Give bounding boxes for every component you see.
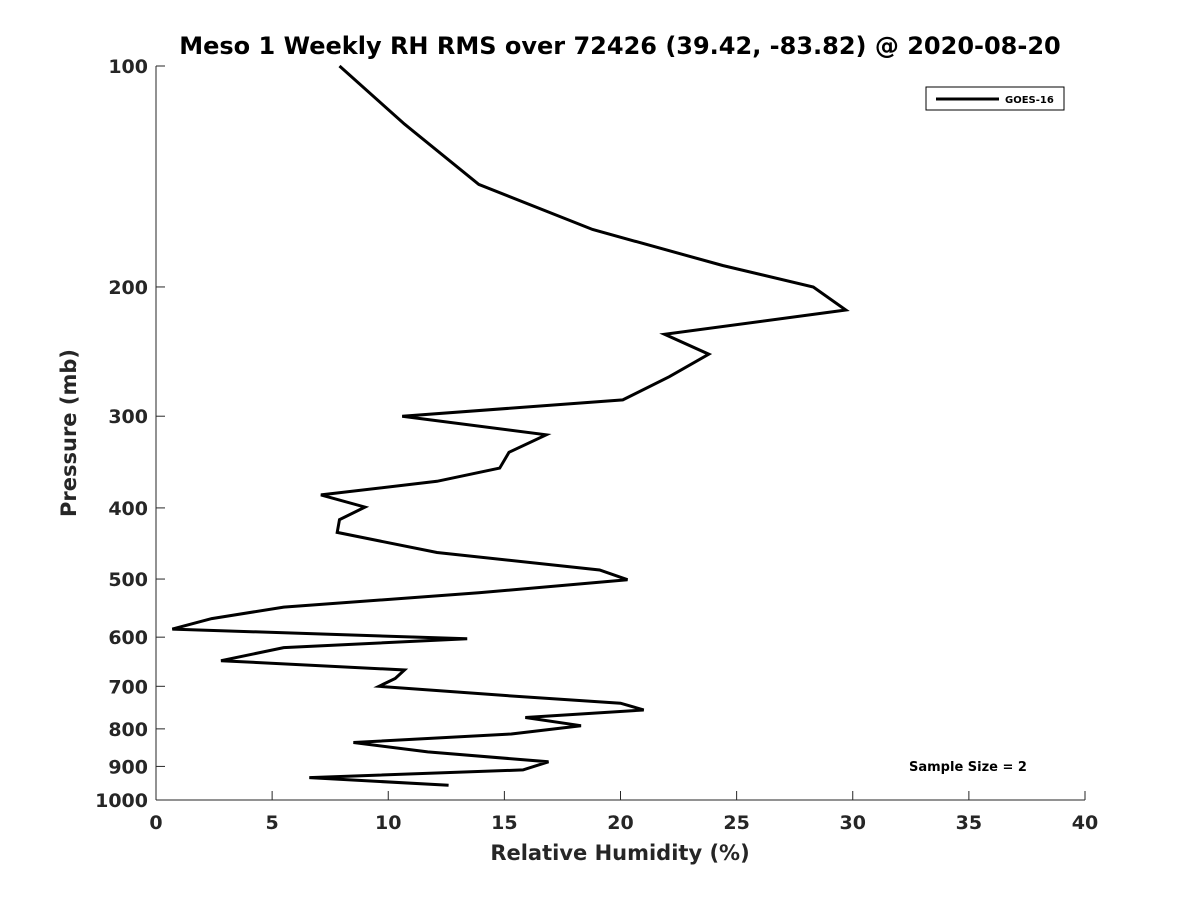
x-axis-label: Relative Humidity (%) — [490, 841, 749, 865]
x-tick-label: 40 — [1072, 812, 1098, 834]
y-tick-label: 100 — [108, 56, 148, 78]
legend: GOES-16 — [925, 86, 1065, 111]
sample-size-annotation: Sample Size = 2 — [909, 760, 1027, 775]
y-tick-label: 700 — [108, 676, 148, 698]
y-tick-label: 400 — [108, 498, 148, 520]
y-tick-label: 300 — [108, 406, 148, 428]
legend-label-goes16: GOES-16 — [1005, 95, 1054, 106]
axes — [155, 66, 1085, 801]
x-tick-label: 20 — [607, 812, 633, 834]
y-tick-label: 1000 — [95, 790, 148, 812]
y-tick-label: 900 — [108, 756, 148, 778]
y-tick-label: 200 — [108, 277, 148, 299]
x-tick-label: 35 — [956, 812, 982, 834]
series-line-goes16 — [171, 64, 850, 787]
y-axis-label: Pressure (mb) — [57, 349, 81, 517]
x-tick-label: 15 — [491, 812, 517, 834]
y-tick-label: 500 — [108, 569, 148, 591]
x-tick-label: 30 — [840, 812, 866, 834]
x-ticks: 0 5 10 15 20 25 30 35 40 — [149, 791, 1098, 834]
y-ticks: 100 200 300 400 500 600 700 800 900 1000 — [95, 56, 165, 812]
y-tick-label: 600 — [108, 627, 148, 649]
x-tick-label: 25 — [723, 812, 749, 834]
x-tick-label: 5 — [266, 812, 279, 834]
chart-title: Meso 1 Weekly RH RMS over 72426 (39.42, … — [179, 32, 1061, 60]
x-tick-label: 10 — [375, 812, 401, 834]
x-tick-label: 0 — [149, 812, 162, 834]
y-tick-label: 800 — [108, 719, 148, 741]
